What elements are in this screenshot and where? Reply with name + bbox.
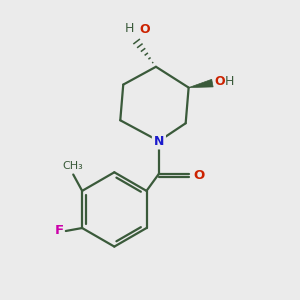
Text: H: H xyxy=(225,75,234,88)
Text: F: F xyxy=(54,224,63,238)
Polygon shape xyxy=(189,79,213,88)
Text: O: O xyxy=(193,169,204,182)
Text: O: O xyxy=(214,75,224,88)
Text: N: N xyxy=(154,135,164,148)
Text: H: H xyxy=(125,22,134,35)
Text: CH₃: CH₃ xyxy=(63,161,84,171)
Text: O: O xyxy=(139,23,150,36)
